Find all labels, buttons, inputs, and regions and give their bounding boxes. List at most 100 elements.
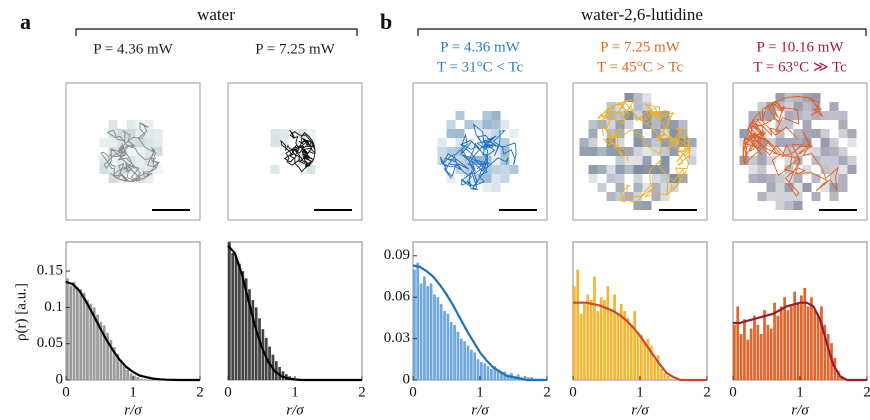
heat-cell bbox=[633, 201, 643, 210]
heat-cell bbox=[784, 165, 794, 174]
heat-cell bbox=[775, 129, 785, 138]
bar bbox=[523, 375, 527, 380]
bar bbox=[766, 324, 770, 380]
bar bbox=[736, 306, 740, 380]
heat-cell bbox=[509, 165, 519, 174]
heat-cell bbox=[297, 129, 307, 138]
panel-subtitle: T = 31°C < Tc bbox=[437, 59, 524, 75]
bar bbox=[463, 341, 466, 380]
y-tick-label: 0.1 bbox=[44, 299, 63, 315]
heat-cell bbox=[597, 147, 607, 156]
heat-cell bbox=[748, 120, 758, 129]
heat-cell bbox=[579, 147, 589, 156]
heat-cell bbox=[464, 174, 474, 183]
heat-cell bbox=[464, 165, 474, 174]
bar bbox=[429, 283, 433, 380]
x-tick-label: 1 bbox=[291, 384, 299, 400]
heat-cell bbox=[297, 147, 307, 156]
x-tick-label: 0 bbox=[569, 384, 577, 400]
heat-cell bbox=[579, 138, 589, 147]
heat-cell bbox=[108, 165, 118, 174]
heat-cell bbox=[847, 156, 857, 165]
bar bbox=[629, 324, 633, 380]
heat-cell bbox=[99, 165, 109, 174]
heat-cell bbox=[153, 147, 163, 156]
heat-cell bbox=[757, 192, 767, 201]
heat-cell bbox=[606, 174, 616, 183]
bar bbox=[238, 263, 241, 380]
heat-cell bbox=[802, 111, 812, 120]
heat-cell bbox=[642, 156, 652, 165]
heat-cell bbox=[615, 120, 625, 129]
heat-cell bbox=[820, 156, 830, 165]
bar bbox=[258, 318, 261, 380]
heat-cell bbox=[153, 138, 163, 147]
heat-cell bbox=[793, 93, 803, 102]
heat-cell bbox=[588, 174, 598, 183]
heat-cell bbox=[669, 183, 679, 192]
heat-cell bbox=[297, 165, 307, 174]
heat-cell bbox=[624, 156, 634, 165]
y-tick-label: 0.06 bbox=[384, 289, 411, 305]
heat-cell bbox=[642, 147, 652, 156]
heat-cell bbox=[117, 174, 127, 183]
bar bbox=[800, 295, 803, 380]
heat-cell bbox=[633, 165, 643, 174]
heat-cell bbox=[615, 129, 625, 138]
heat-cell bbox=[838, 120, 848, 129]
heat-cell bbox=[117, 156, 127, 165]
heat-cell bbox=[633, 93, 643, 102]
bar bbox=[413, 269, 416, 380]
bar bbox=[234, 256, 238, 380]
bar bbox=[126, 369, 130, 380]
image-frame bbox=[65, 82, 201, 221]
bar bbox=[106, 332, 109, 380]
x-axis-label: r/σ bbox=[124, 402, 142, 418]
heat-cell bbox=[757, 147, 767, 156]
heat-cell bbox=[775, 183, 785, 192]
heat-cell bbox=[135, 147, 145, 156]
heat-cell bbox=[606, 129, 616, 138]
bar bbox=[248, 289, 251, 380]
bar bbox=[82, 292, 86, 380]
heat-cell bbox=[144, 138, 154, 147]
heat-cell bbox=[615, 111, 625, 120]
bar bbox=[490, 368, 493, 380]
heat-cell bbox=[793, 102, 803, 111]
heat-cell bbox=[108, 129, 118, 138]
heat-cell bbox=[633, 174, 643, 183]
heat-cell bbox=[270, 129, 280, 138]
heat-cell bbox=[651, 120, 661, 129]
bar bbox=[92, 307, 96, 380]
trajectory bbox=[597, 98, 691, 205]
group-bracket bbox=[75, 28, 358, 36]
bar bbox=[109, 340, 113, 380]
x-axis-label: r/σ bbox=[631, 402, 649, 418]
y-axis-label: ρ(r) [a.u.] bbox=[13, 283, 29, 341]
heat-cell bbox=[687, 147, 697, 156]
bar bbox=[623, 311, 626, 380]
bar bbox=[433, 294, 436, 380]
bar bbox=[646, 338, 650, 380]
trajectory bbox=[439, 123, 517, 190]
heat-cell bbox=[784, 111, 794, 120]
heat-cell bbox=[153, 129, 163, 138]
bar bbox=[743, 319, 746, 380]
heat-cell bbox=[775, 138, 785, 147]
heat-cell bbox=[633, 111, 643, 120]
heat-cell bbox=[144, 120, 154, 129]
heat-cell bbox=[615, 138, 625, 147]
heat-cell bbox=[660, 192, 670, 201]
y-tick-label: 0.03 bbox=[384, 330, 410, 346]
heat-cell bbox=[642, 93, 652, 102]
bar bbox=[733, 324, 736, 380]
heat-cell bbox=[455, 156, 465, 165]
bar bbox=[599, 297, 603, 380]
heat-cell bbox=[757, 156, 767, 165]
bar bbox=[666, 375, 670, 380]
y-tick-label: 0.15 bbox=[37, 262, 63, 278]
image-frame bbox=[227, 82, 363, 221]
heat-cell bbox=[597, 165, 607, 174]
heat-cell bbox=[279, 129, 289, 138]
bar bbox=[793, 291, 797, 380]
